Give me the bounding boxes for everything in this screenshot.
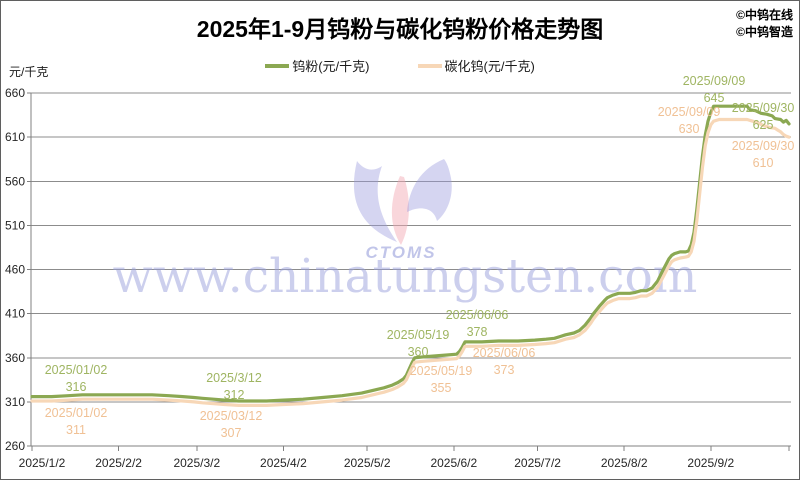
annotation-value: 355 — [431, 381, 452, 395]
chart-legend: 钨粉(元/千克) 碳化钨(元/千克) — [1, 56, 799, 75]
watermark-url-text: www.chinatungsten.com — [113, 249, 698, 304]
x-tick-label: 2025/1/2 — [19, 456, 66, 470]
tungsten-powder-swatch-icon — [265, 63, 290, 68]
annotation-value: 316 — [66, 380, 87, 394]
copyright-line-1: ©中钨在线 — [736, 8, 793, 22]
legend-item-tungsten-powder: 钨粉(元/千克) — [265, 56, 370, 75]
watermark-logo-center-petal-icon — [391, 176, 409, 245]
y-tick-label: 460 — [5, 263, 25, 277]
copyright-block: ©中钨在线 ©中钨智造 — [736, 7, 793, 41]
annotation-value: 311 — [66, 423, 86, 437]
annotation-value: 625 — [753, 118, 774, 132]
annotation-value: 610 — [753, 156, 774, 170]
annotation-value: 630 — [679, 122, 700, 136]
annotation-value: 312 — [224, 388, 245, 402]
y-tick-label: 610 — [5, 130, 25, 144]
annotation-date: 2025/03/12 — [200, 409, 263, 423]
annotation-date: 2025/01/02 — [45, 406, 108, 420]
annotation-date: 2025/05/19 — [387, 328, 450, 342]
watermark-logo-right-petal-icon — [407, 159, 452, 221]
x-tick-label: 2025/8/2 — [601, 456, 648, 470]
y-tick-label: 260 — [5, 439, 25, 453]
x-tick-label: 2025/7/2 — [514, 456, 561, 470]
legend-item-tungsten-carbide: 碳化钨(元/千克) — [417, 56, 535, 75]
annotation-value: 360 — [408, 345, 429, 359]
y-tick-label: 310 — [5, 395, 25, 409]
x-tick-label: 2025/5/2 — [344, 456, 391, 470]
y-tick-label: 560 — [5, 174, 25, 188]
x-tick-label: 2025/3/2 — [173, 456, 220, 470]
annotation-date: 2025/05/19 — [410, 364, 473, 378]
x-tick-label: 2025/6/2 — [430, 456, 477, 470]
annotation-value: 645 — [704, 91, 725, 105]
annotation-date: 2025/01/02 — [45, 363, 108, 377]
annotation-date: 2025/09/30 — [732, 139, 795, 153]
annotation-value: 373 — [494, 363, 515, 377]
x-tick-label: 2025/9/2 — [687, 456, 734, 470]
annotation-date: 2025/09/09 — [683, 74, 746, 88]
copyright-line-2: ©中钨智造 — [736, 25, 793, 39]
x-tick-label: 2025/4/2 — [260, 456, 307, 470]
tungsten-carbide-swatch-icon — [417, 63, 442, 68]
watermark-logo-text: CTOMS — [365, 243, 436, 262]
x-tick-label: 2025/2/2 — [95, 456, 142, 470]
annotation-value: 307 — [221, 426, 242, 440]
y-axis-unit-label: 元/千克 — [9, 65, 49, 79]
annotation-date: 2025/09/09 — [658, 105, 721, 119]
y-tick-label: 660 — [5, 86, 25, 100]
y-tick-label: 360 — [5, 351, 25, 365]
annotation-date: 2025/09/30 — [732, 101, 795, 115]
annotation-date: 2025/3/12 — [206, 371, 262, 385]
page-title: 2025年1-9月钨粉与碳化钨粉价格走势图 — [196, 16, 604, 42]
annotation-date: 2025/06/06 — [446, 308, 509, 322]
legend-label-tungsten-powder: 钨粉(元/千克) — [292, 59, 370, 74]
y-tick-label: 410 — [5, 307, 25, 321]
tungsten-carbide-line — [30, 117, 791, 407]
watermark-logo-left-petal-icon — [353, 161, 397, 242]
annotation-date: 2025/06/06 — [473, 346, 536, 360]
annotation-value: 378 — [467, 325, 488, 339]
legend-label-tungsten-carbide: 碳化钨(元/千克) — [444, 59, 535, 74]
y-tick-label: 510 — [5, 218, 25, 232]
tungsten-powder-line — [30, 104, 791, 403]
